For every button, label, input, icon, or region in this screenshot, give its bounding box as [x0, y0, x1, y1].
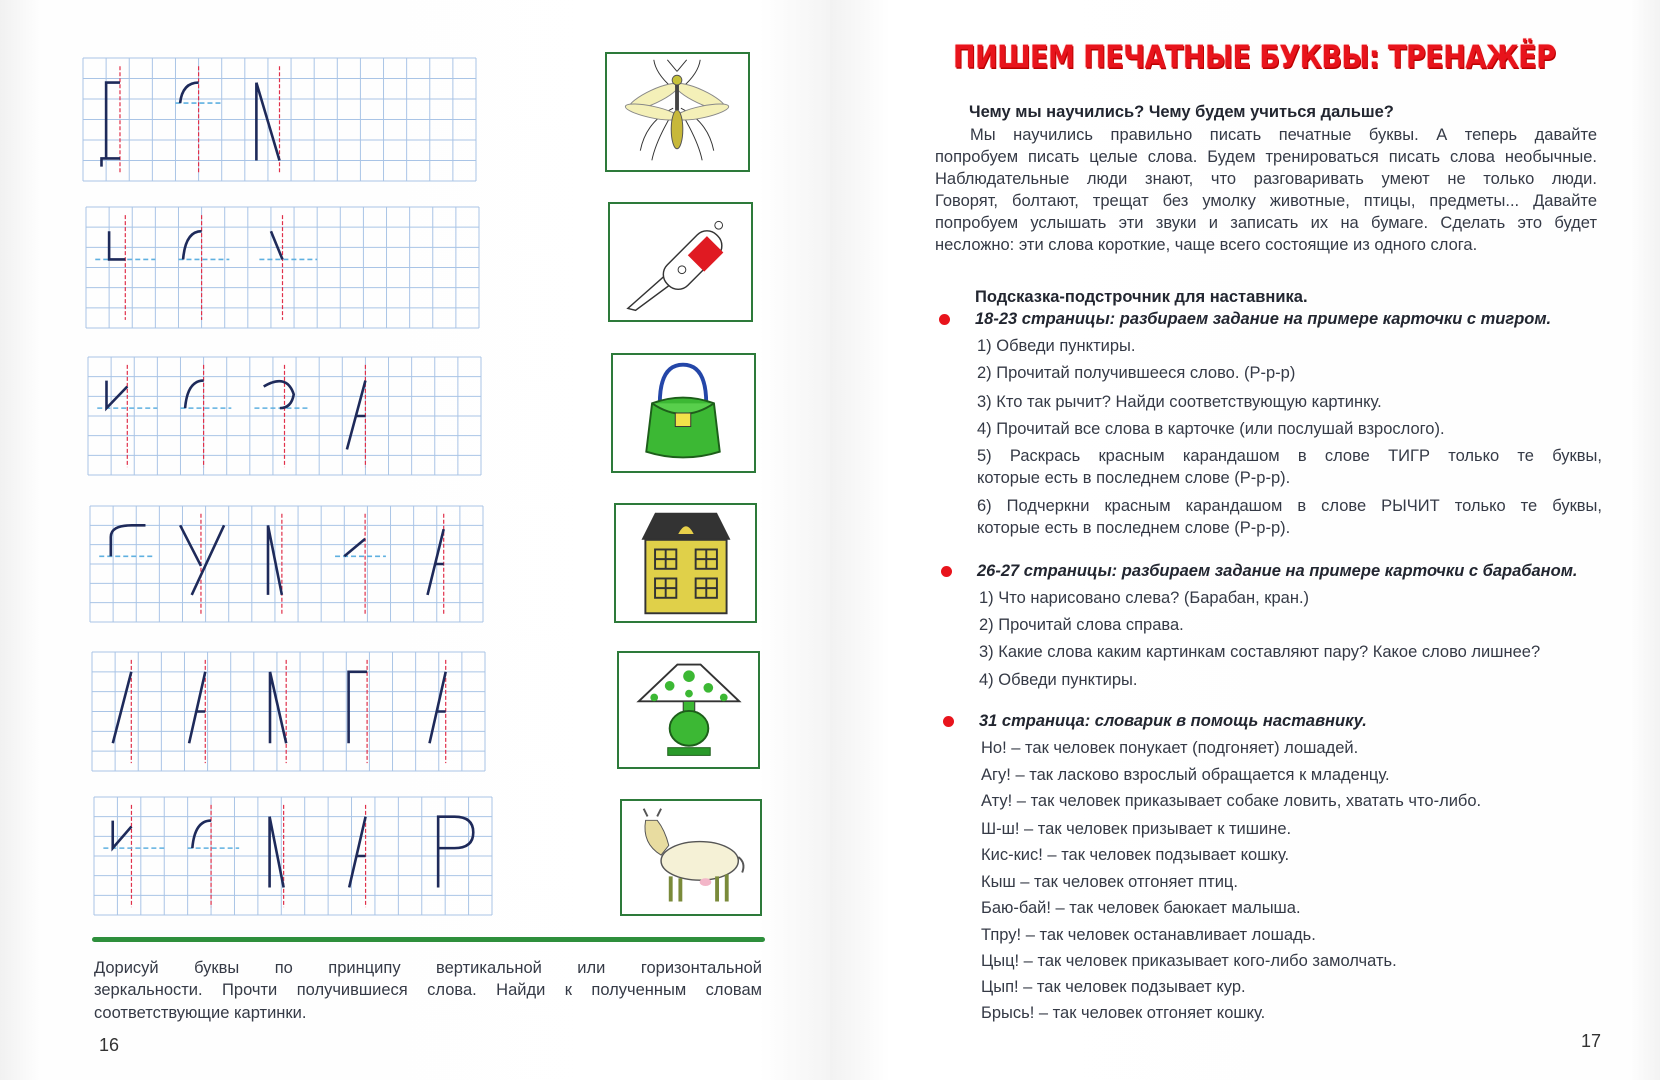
hint-heading: Подсказка-подстрочник для наставника.	[975, 288, 1308, 306]
section-item: Цыц! – так человек приказывает кого-либо…	[981, 952, 1397, 970]
page-number-right: 17	[1581, 1031, 1602, 1051]
section-item: Ш-ш! – так человек призывает к тишине.	[981, 820, 1292, 838]
intro-line: Наблюдательные люди знают, что разговари…	[935, 170, 1597, 188]
handbag-icon	[645, 362, 721, 459]
section-item: 2) Прочитай слова справа.	[979, 616, 1184, 634]
bullet-icon	[941, 566, 952, 577]
letter-half	[180, 525, 224, 595]
letter-grid	[90, 506, 483, 622]
section-item: 1) Обведи пунктиры.	[977, 337, 1136, 355]
letter-half	[349, 817, 365, 888]
page-title: ПИШЕМ ПЕЧАТНЫЕ БУКВЫ: ТРЕНАЖЁР	[953, 40, 1556, 76]
mosquito-icon	[624, 59, 730, 161]
instruction-line: Дорисуй буквы по принципу вертикальной и…	[94, 959, 762, 977]
letter-half	[270, 817, 284, 888]
letter-half	[430, 672, 446, 743]
section-item: Кис-кис! – так человек подзывает кошку.	[981, 846, 1290, 864]
letter-half	[106, 381, 127, 409]
letter-half	[349, 672, 367, 743]
lamp-picture	[617, 651, 760, 769]
letter-half	[189, 672, 205, 743]
goat-icon	[642, 808, 745, 902]
letter-half	[180, 83, 198, 104]
section-item: которые есть в последнем слове (Р-р-р).	[977, 519, 1291, 537]
handbag-picture	[611, 353, 756, 473]
letter-half	[113, 821, 132, 849]
section-item: которые есть в последнем слове (Р-р-р).	[977, 469, 1291, 487]
section-divider	[92, 937, 765, 942]
intro-line: несложно: эти слова короткие, чаще всего…	[935, 236, 1478, 254]
letter-half	[113, 672, 131, 743]
letter-half	[101, 83, 119, 167]
letter-half	[344, 539, 365, 556]
section-heading: 31 страница: словарик в помощь наставник…	[979, 712, 1367, 730]
intro-line: попробуем писать целые слова. Будем трен…	[935, 148, 1597, 166]
house-picture	[614, 503, 757, 623]
section-item: Цып! – так человек подзывает кур.	[981, 978, 1246, 996]
section-heading: 26-27 страницы: разбираем задание на при…	[977, 562, 1578, 580]
lamp-icon	[636, 663, 742, 756]
section-item: 4) Прочитай все слова в карточке (или по…	[977, 420, 1445, 438]
letter-grid	[88, 357, 481, 475]
house-icon	[641, 512, 731, 615]
letter-half	[268, 525, 282, 595]
letter-half	[256, 83, 279, 161]
goat-picture	[620, 799, 762, 916]
letter-half	[264, 381, 294, 408]
intro-heading: Чему мы научились? Чему будем учиться да…	[969, 103, 1394, 121]
letter-grid	[92, 652, 485, 771]
knife-icon	[626, 220, 724, 312]
letter-half	[192, 821, 211, 849]
letter-half	[183, 231, 201, 259]
letter-grid	[94, 797, 492, 915]
knife-picture	[608, 202, 753, 322]
letter-grid	[86, 207, 479, 328]
right-page	[830, 0, 1660, 1080]
section-item: 2) Прочитай получившееся слово. (Р-р-р)	[977, 364, 1296, 382]
letter-half	[438, 817, 473, 888]
section-heading: 18-23 страницы: разбираем задание на при…	[975, 310, 1552, 328]
letter-half	[428, 529, 444, 595]
intro-line: Говорят, болтают, трещат без умолку живо…	[935, 192, 1597, 210]
bullet-icon	[939, 314, 950, 325]
section-item: Баю-бай! – так человек баюкает малыша.	[981, 899, 1301, 917]
mosquito-picture	[605, 52, 750, 172]
letter-half	[347, 381, 365, 450]
section-item: Но! – так человек понукает (подгоняет) л…	[981, 739, 1359, 757]
section-item: 5) Раскрась красным карандашом в слове Т…	[977, 447, 1602, 465]
section-item: 4) Обведи пунктиры.	[979, 671, 1138, 689]
page-number-left: 16	[99, 1035, 120, 1055]
instruction-line: зеркальности. Прочти получившиеся слова.…	[94, 981, 762, 999]
section-item: 3) Кто так рычит? Найди соответствующую …	[977, 393, 1382, 411]
section-item: 1) Что нарисовано слева? (Барабан, кран.…	[979, 589, 1310, 607]
letter-half	[271, 231, 283, 259]
intro-line: Мы научились правильно писать печатные б…	[970, 126, 1597, 144]
letter-half	[109, 231, 125, 259]
instruction-line: соответствующие картинки.	[94, 1004, 307, 1022]
section-item: Агу! – так ласково взрослый обращается к…	[981, 766, 1390, 784]
letter-grid	[83, 58, 476, 181]
letter-half	[185, 381, 203, 409]
bullet-icon	[943, 716, 954, 727]
section-item: Тпру! – так человек останавливает лошадь…	[981, 926, 1316, 944]
section-item: Ату! – так человек приказывает собаке ло…	[981, 792, 1482, 810]
section-item: 6) Подчеркни красным карандашом в слове …	[977, 497, 1602, 515]
letter-half	[270, 672, 286, 743]
intro-line: попробуем услышать эти звуки и записать …	[935, 214, 1597, 232]
section-item: Брысь! – так человек отгоняет кошку.	[981, 1004, 1266, 1022]
section-item: 3) Какие слова каким картинкам составляю…	[979, 643, 1541, 661]
letter-half	[111, 525, 146, 556]
section-item: Кыш – так человек отгоняет птиц.	[981, 873, 1238, 891]
